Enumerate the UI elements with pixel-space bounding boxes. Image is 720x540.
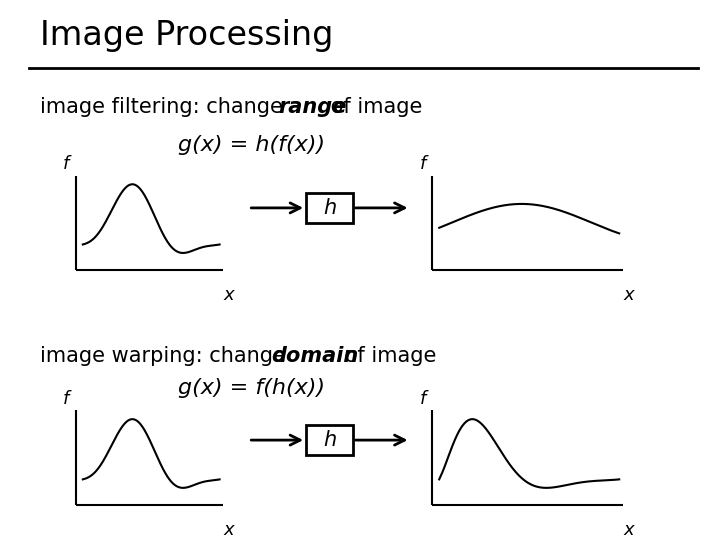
Text: of image: of image (338, 346, 437, 366)
Text: range: range (279, 97, 347, 117)
Text: image filtering: change: image filtering: change (40, 97, 289, 117)
Text: x: x (224, 521, 234, 539)
Text: f: f (420, 390, 426, 408)
Text: f: f (420, 155, 426, 173)
Text: h: h (323, 430, 336, 450)
Text: of image: of image (324, 97, 423, 117)
FancyBboxPatch shape (306, 193, 353, 222)
Text: image warping: change: image warping: change (40, 346, 292, 366)
Text: Image Processing: Image Processing (40, 19, 333, 52)
Text: g(x) = f(h(x)): g(x) = f(h(x)) (179, 378, 325, 398)
Text: x: x (224, 286, 234, 304)
Text: g(x) = h(f(x)): g(x) = h(f(x)) (179, 135, 325, 155)
Text: h: h (323, 198, 336, 218)
Text: f: f (63, 390, 69, 408)
Text: x: x (624, 521, 634, 539)
Text: f: f (63, 155, 69, 173)
FancyBboxPatch shape (306, 426, 353, 455)
Text: domain: domain (271, 346, 359, 366)
Text: x: x (624, 286, 634, 304)
